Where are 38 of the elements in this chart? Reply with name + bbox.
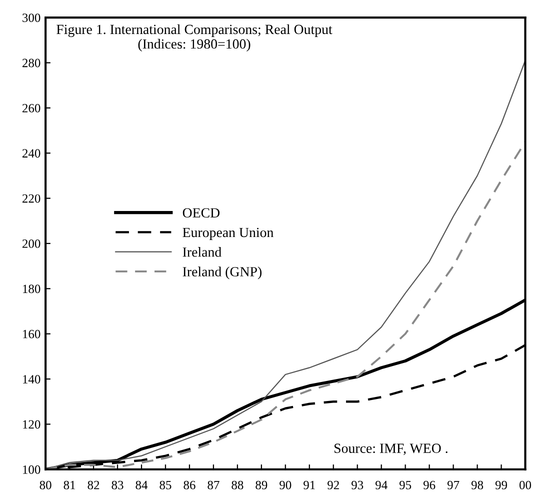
- legend-label: OECD: [182, 208, 220, 218]
- x-tick-label: 96: [423, 480, 436, 490]
- y-tick-label: 140: [23, 375, 40, 384]
- legend-label: Ireland (GNP): [182, 266, 262, 280]
- y-tick-label: 180: [23, 284, 40, 294]
- y-tick-label: 280: [22, 58, 40, 68]
- x-tick-label: 92: [328, 480, 339, 490]
- x-tick-label: 00: [520, 480, 532, 490]
- x-tick-label: 97: [447, 480, 460, 490]
- x-tick-label: 89: [256, 480, 268, 490]
- x-tick-label: 98: [471, 480, 484, 490]
- y-tick-label: 100: [23, 465, 40, 474]
- y-tick-label: 160: [23, 330, 40, 338]
- x-tick-label: 88: [232, 480, 244, 490]
- x-tick-label: 85: [160, 480, 172, 490]
- y-tick-label: 200: [22, 239, 40, 248]
- y-tick-label: 120: [23, 420, 40, 429]
- x-tick-label: 80: [40, 480, 52, 490]
- x-tick-label: 82: [88, 480, 100, 490]
- x-tick-label: 81: [64, 480, 76, 490]
- y-tick-label: 300: [22, 14, 40, 22]
- y-tick-label: 220: [22, 194, 40, 203]
- x-tick-label: 95: [400, 480, 412, 490]
- text: Figure 1. International Comparisons; Real Output (Indices: 1980=100): [56, 24, 332, 52]
- x-tick-label: 86: [184, 480, 196, 490]
- x-tick-label: 87: [208, 480, 220, 490]
- x-tick-label: 94: [376, 480, 388, 490]
- x-tick-label: 99: [495, 480, 508, 490]
- x-tick-label: 91: [304, 480, 315, 490]
- x-tick-label: 84: [136, 480, 148, 490]
- annotation: Source: IMF, WEO .: [334, 444, 448, 455]
- legend-label: Ireland: [182, 247, 222, 257]
- y-tick-label: 260: [22, 104, 40, 112]
- y-tick-label: 240: [22, 149, 40, 158]
- legend-label: European Union: [182, 228, 274, 240]
- x-tick-label: 90: [280, 480, 292, 490]
- x-tick-label: 83: [112, 480, 124, 490]
- x-tick-label: 93: [352, 480, 364, 490]
